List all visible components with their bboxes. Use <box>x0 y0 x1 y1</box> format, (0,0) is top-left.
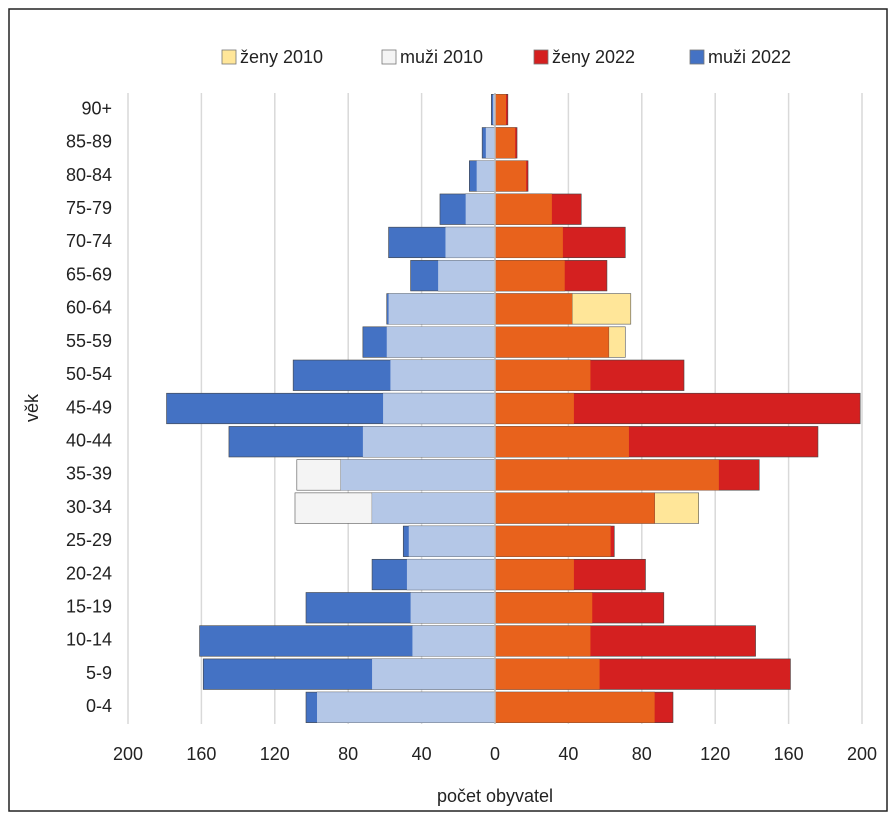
x-tick-label: 120 <box>700 744 730 764</box>
y-tick-label: 35-39 <box>66 464 112 484</box>
legend-label: muži 2022 <box>708 47 791 67</box>
bar-overlap <box>495 692 655 723</box>
bar-overlap <box>495 393 574 424</box>
y-tick-label: 10-14 <box>66 630 112 650</box>
bar-overlap <box>340 459 495 491</box>
y-tick-label: 25-29 <box>66 530 112 550</box>
legend-swatch <box>533 49 549 65</box>
y-tick-label: 60-64 <box>66 298 112 318</box>
bar-overlap <box>495 193 552 225</box>
y-tick-label: 20-24 <box>66 563 112 583</box>
bar-overlap <box>388 293 495 325</box>
x-tick-label: 0 <box>490 744 500 764</box>
bar-overlap <box>495 658 600 690</box>
bar-overlap <box>495 492 655 524</box>
x-tick-label: 80 <box>632 744 652 764</box>
bar-overlap <box>495 526 611 557</box>
bar-overlap <box>383 393 495 424</box>
y-tick-label: 30-34 <box>66 497 112 517</box>
y-tick-label: 90+ <box>81 98 112 118</box>
legend-swatch <box>381 49 397 65</box>
legend-label: muži 2010 <box>400 47 483 67</box>
x-tick-label: 200 <box>847 744 877 764</box>
bar-overlap <box>465 193 495 225</box>
y-tick-label: 80-84 <box>66 165 112 185</box>
y-tick-label: 85-89 <box>66 132 112 152</box>
y-tick-label: 50-54 <box>66 364 112 384</box>
bar-overlap <box>386 326 495 358</box>
bar-overlap <box>372 492 495 524</box>
bar-overlap <box>495 426 629 457</box>
bar-overlap <box>438 260 495 291</box>
bar-overlap <box>408 526 495 557</box>
bar-overlap <box>495 625 591 657</box>
bar-overlap <box>495 559 574 590</box>
bar-overlap <box>390 360 495 391</box>
y-tick-label: 65-69 <box>66 264 112 284</box>
x-tick-label: 80 <box>338 744 358 764</box>
y-tick-label: 40-44 <box>66 430 112 450</box>
bar-overlap <box>317 692 495 723</box>
y-axis-label: věk <box>22 393 42 422</box>
bar-overlap <box>406 559 495 590</box>
bar-overlap <box>495 326 609 358</box>
x-tick-label: 160 <box>774 744 804 764</box>
y-tick-label: 5-9 <box>86 663 112 683</box>
x-tick-label: 40 <box>558 744 578 764</box>
bar-overlap <box>362 426 495 457</box>
legend-box <box>196 38 836 80</box>
bar-overlap <box>495 260 565 291</box>
x-tick-label: 160 <box>186 744 216 764</box>
bar-overlap <box>495 94 507 125</box>
x-tick-label: 40 <box>412 744 432 764</box>
legend-swatch <box>221 49 237 65</box>
bar-overlap <box>476 160 495 192</box>
bar-overlap <box>495 360 591 391</box>
bar-overlap <box>495 227 563 258</box>
y-tick-label: 0-4 <box>86 696 112 716</box>
bar-overlap <box>495 127 516 159</box>
x-axis-label: počet obyvatel <box>437 786 553 806</box>
y-tick-label: 55-59 <box>66 331 112 351</box>
y-tick-label: 45-49 <box>66 397 112 417</box>
bar-overlap <box>493 94 495 125</box>
legend-label: ženy 2010 <box>240 47 323 67</box>
bar-overlap <box>495 459 719 491</box>
bar-overlap <box>495 592 593 624</box>
x-tick-label: 120 <box>260 744 290 764</box>
y-tick-label: 15-19 <box>66 597 112 617</box>
bar-overlap <box>372 658 495 690</box>
legend-label: ženy 2022 <box>552 47 635 67</box>
bar-overlap <box>410 592 495 624</box>
bar-overlap <box>485 127 495 159</box>
bar-overlap <box>445 227 495 258</box>
legend-swatch <box>689 49 705 65</box>
y-tick-label: 70-74 <box>66 231 112 251</box>
bar-overlap <box>495 160 527 192</box>
y-tick-label: 75-79 <box>66 198 112 218</box>
bar-overlap <box>495 293 573 325</box>
x-tick-label: 200 <box>113 744 143 764</box>
bar-overlap <box>412 625 495 657</box>
